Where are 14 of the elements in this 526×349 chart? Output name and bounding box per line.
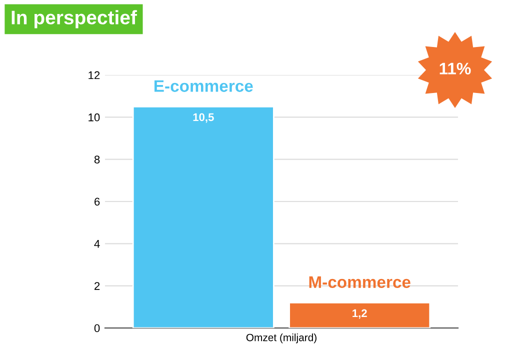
data-label: 1,2 [352,309,367,319]
y-tick-label: 10 [88,113,100,122]
y-tick-label: 2 [94,282,100,290]
x-tick-label: M-commerce [309,276,410,288]
x-axis-title: Omzet (miljard) [246,334,316,344]
x-tick-label: E-commerce [154,80,253,92]
text: 11% [440,62,471,74]
y-tick-label: 8 [94,156,100,164]
data-label: 10,5 [193,113,214,123]
chart-title: In perspectief [12,10,137,28]
y-tick-label: 6 [94,198,100,206]
y-tick-label: 4 [94,240,100,248]
y-tick-label: 12 [88,71,100,80]
y-tick-label: 0 [94,324,100,332]
